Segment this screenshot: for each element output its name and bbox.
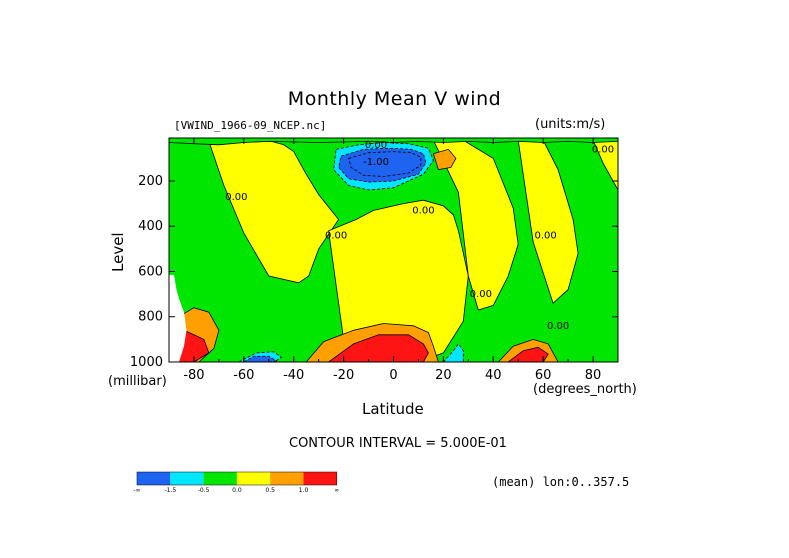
colorbar-swatch (236, 472, 271, 485)
y-tick-label: 1000 (130, 355, 163, 370)
y-unit-label: (millibar) (108, 374, 167, 389)
colorbar-frame (136, 471, 338, 486)
contour-label: 0.00 (592, 144, 614, 155)
axes: -80 -60 -40 -20 0 20 40 60 80 200 400 600 800 1000 (130, 137, 619, 383)
field-region (517, 139, 579, 304)
contour-label: 0.00 (225, 192, 247, 203)
colorbar-tick-label: 0.0 (232, 487, 242, 494)
colorbar-tick-label: -1.5 (164, 487, 176, 494)
field-region (327, 334, 429, 362)
x-tick-label: 60 (535, 368, 552, 383)
field-region (169, 274, 187, 362)
file-label: [VWIND_1966-09_NCEP.nc] (174, 119, 327, 132)
colorbar-tick-label: 0.5 (265, 487, 275, 494)
y-tick-label: 800 (138, 310, 163, 325)
contour-label: 0.00 (365, 140, 387, 151)
field-region (442, 343, 464, 362)
field-region (328, 199, 469, 362)
colorbar-tick-label: ∞ (334, 487, 339, 494)
y-tick-label: 400 (138, 219, 163, 234)
colorbar-tick-label: 1.0 (299, 487, 309, 494)
contour-label: -1.00 (363, 157, 389, 168)
field-region (242, 355, 278, 362)
units-label: (units:m/s) (535, 117, 606, 132)
contour-label: 0.00 (325, 230, 347, 241)
x-tick-label: 0 (389, 368, 397, 383)
x-tick-label: -20 (333, 368, 354, 383)
colorbar-swatch (170, 472, 204, 485)
field-region (432, 148, 457, 171)
y-tick-label: 200 (138, 174, 163, 189)
field-region (432, 139, 519, 311)
x-unit-label: (degrees_north) (533, 382, 637, 397)
colorbar-swatch (203, 472, 237, 485)
x-tick-label: -60 (233, 368, 254, 383)
y-tick-label: 600 (138, 264, 163, 279)
contour-interval-text: CONTOUR INTERVAL = 5.000E-01 (289, 436, 507, 451)
plot-area (169, 138, 618, 362)
colorbar-tick-label: -0.5 (198, 487, 210, 494)
field-region (208, 139, 340, 284)
field-regions (169, 138, 618, 362)
contour-label: 0.00 (412, 205, 434, 216)
x-tick-label: -40 (283, 368, 304, 383)
x-tick-label: 80 (585, 368, 602, 383)
colorbar-swatch (137, 472, 171, 485)
x-tick-label: 20 (435, 368, 452, 383)
contour-label: 0.00 (470, 289, 492, 300)
x-tick-label: 40 (485, 368, 502, 383)
footer-text: (mean) lon:0..357.5 (492, 475, 630, 489)
x-axis-label: Latitude (362, 400, 424, 418)
chart-title: Monthly Mean V wind (287, 88, 502, 110)
colorbar: -∞ -1.5 -0.5 0.0 0.5 1.0 ∞ (133, 471, 339, 494)
contour-labels: 0.00 -1.00 0.00 0.00 0.00 0.00 0.00 0.00 0.00 (225, 140, 614, 332)
contour-label: 0.00 (547, 321, 569, 332)
colorbar-tick-label: -∞ (133, 487, 140, 494)
y-axis-label: Level (109, 232, 127, 272)
field-region (507, 346, 549, 362)
x-tick-label: -80 (183, 368, 204, 383)
colorbar-swatch (303, 472, 337, 485)
field-region (348, 151, 422, 177)
contour-label: 0.00 (535, 230, 557, 241)
colorbar-swatch (270, 472, 304, 485)
